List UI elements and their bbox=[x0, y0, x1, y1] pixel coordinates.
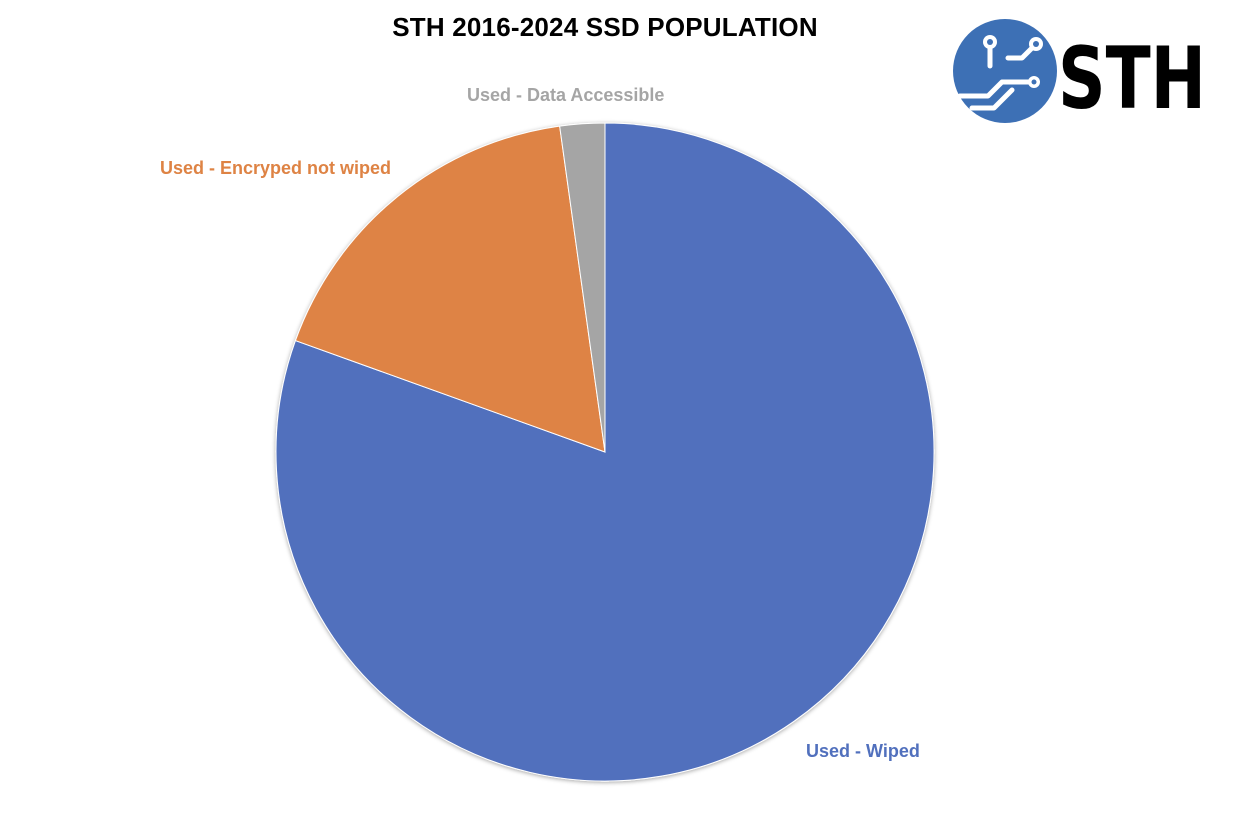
chart-title: STH 2016-2024 SSD POPULATION bbox=[392, 12, 818, 42]
sth-logo: STH bbox=[950, 18, 1210, 129]
slice-label-used-wiped: Used - Wiped bbox=[806, 741, 920, 761]
pie-slice-used-data-accessible bbox=[559, 122, 606, 453]
slice-label-used-data-accessible: Used - Data Accessible bbox=[467, 85, 665, 105]
logo-wordmark: STH bbox=[1058, 29, 1206, 128]
circuit-globe-icon bbox=[953, 19, 1057, 123]
slice-label-used-encrypted-not-wiped: Used - Encryped not wiped bbox=[160, 158, 392, 178]
pie-slice-used-encryped-not-wiped bbox=[294, 125, 606, 453]
